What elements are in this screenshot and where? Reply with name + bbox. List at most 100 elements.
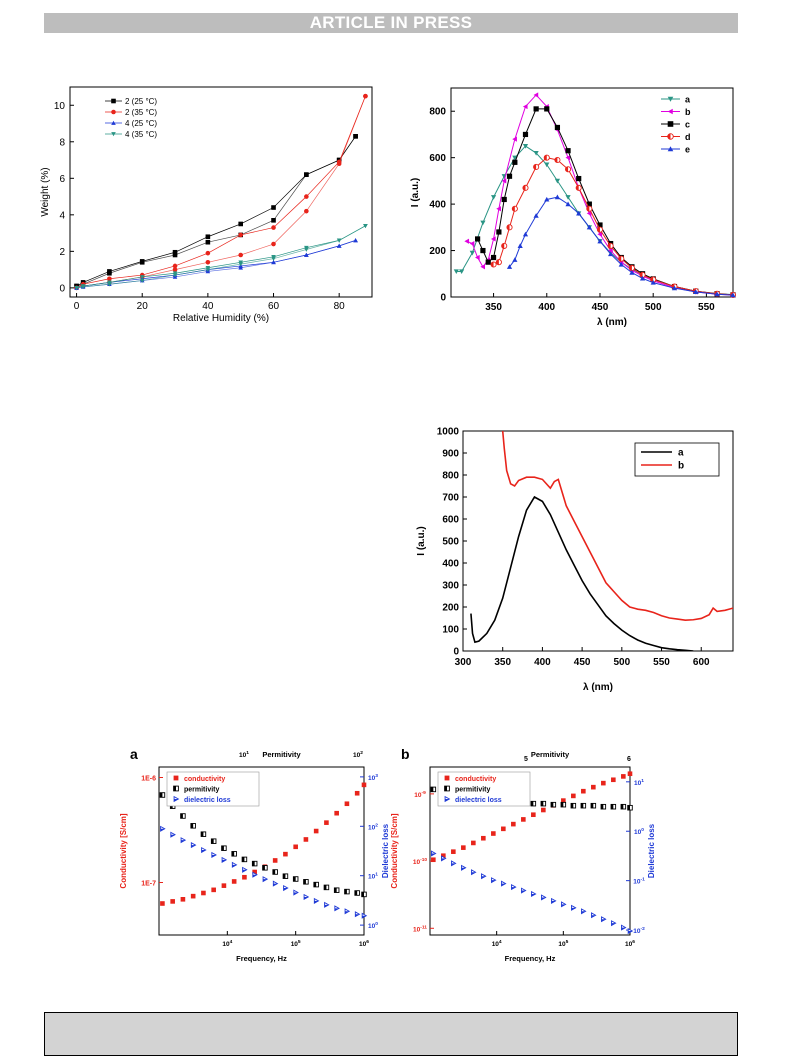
- chart4-point: [334, 905, 340, 912]
- chart5-xtick-label: 106: [625, 939, 635, 948]
- chart2-point: [522, 131, 529, 138]
- chart1-point: [205, 239, 211, 245]
- chart5-point: [511, 821, 516, 827]
- chart2-point: [544, 196, 550, 202]
- chart4-point: [262, 865, 268, 871]
- chart4-point: [201, 890, 206, 896]
- chart4-point: [361, 891, 367, 898]
- chart2-point: [501, 242, 508, 249]
- chart4-point: [303, 893, 310, 901]
- chart2-point: [480, 247, 486, 254]
- chart1-point: [238, 262, 243, 267]
- chart2-xlabel: λ (nm): [597, 317, 627, 328]
- chart5-top-tick: 5: [524, 756, 528, 763]
- chart1-legend-label: 2 (25 °C): [125, 97, 157, 106]
- chart3-xtick-label: 350: [494, 657, 511, 668]
- chart2-point: [597, 238, 603, 244]
- chart1-point: [172, 267, 178, 272]
- chart4-point: [344, 908, 351, 915]
- chart5-point: [531, 890, 537, 898]
- chart2-point: [533, 106, 539, 112]
- chart1-xlabel: Relative Humidity (%): [173, 313, 269, 324]
- chart5-point: [571, 793, 576, 799]
- chart2-point: [496, 206, 501, 212]
- chart1-point: [363, 93, 368, 99]
- chart1-series-3: [74, 223, 368, 291]
- chart2-point: [544, 106, 550, 112]
- chart1-point: [107, 276, 112, 282]
- chart4-top-tick: 102: [353, 750, 363, 759]
- chart2-series-d: [490, 154, 737, 298]
- chart2-point: [485, 259, 491, 265]
- chart1-line-desorption: [76, 225, 366, 289]
- chart2-series-c: [475, 106, 736, 298]
- chart2-line: [466, 94, 734, 296]
- chart5-point: [581, 908, 587, 915]
- chart1-point: [139, 275, 145, 280]
- chart5-point: [481, 873, 487, 880]
- chart1-ytick-label: 4: [59, 210, 65, 221]
- chart1-point: [238, 252, 243, 258]
- chart2-point: [730, 292, 736, 298]
- chart4-point: [159, 792, 166, 798]
- chart5-point: [541, 894, 547, 901]
- chart1-point: [172, 249, 178, 255]
- chart5-point: [491, 831, 496, 836]
- chart2-point: [512, 155, 518, 161]
- chart2-point: [586, 210, 592, 216]
- chart2-xtick-label: 350: [485, 302, 502, 313]
- chart2-line: [493, 157, 734, 296]
- chart5-point: [570, 802, 577, 809]
- chart5-frame: [429, 766, 631, 936]
- chart3-xlabel: λ (nm): [583, 682, 613, 693]
- chart4-point: [361, 782, 367, 788]
- chart4-point: [211, 887, 216, 893]
- chart5-legend-label: permitivity: [455, 786, 491, 793]
- chart2-legend-label: e: [685, 145, 690, 155]
- chart5-point: [560, 801, 567, 808]
- chart5-ylabel-right: Dielectric loss: [647, 823, 656, 878]
- chart2-point: [533, 213, 539, 218]
- chart3-ytick-label: 1000: [437, 427, 460, 438]
- chart4-point: [252, 869, 257, 875]
- chart1-point: [238, 232, 243, 238]
- chart5-point: [451, 860, 457, 867]
- chart1-point: [205, 267, 211, 272]
- chart2-point: [565, 201, 571, 207]
- chart4-point: [333, 887, 340, 893]
- chart2-point: [607, 242, 614, 249]
- chart4-point: [324, 820, 329, 825]
- chart5-legend-marker: [444, 795, 451, 803]
- chart5-xtick-label: 105: [558, 939, 568, 948]
- chart1-point: [139, 278, 145, 283]
- chart4-ltick-label: 1E-6: [141, 776, 156, 783]
- chart4-xlabel: Frequency, Hz: [236, 954, 287, 963]
- chart1-point: [80, 285, 86, 290]
- chart1-point: [205, 250, 211, 256]
- chart1-point: [172, 263, 178, 269]
- chart4-point: [293, 889, 299, 896]
- chart4-point: [344, 888, 350, 895]
- chart2-point: [475, 254, 480, 261]
- footer-box: [44, 1012, 738, 1056]
- chart5-point: [471, 840, 476, 846]
- chart5-point: [481, 835, 486, 841]
- chart5-legend-label: dielectric loss: [455, 797, 502, 804]
- chart2-point: [453, 269, 459, 275]
- chart1-point: [304, 247, 309, 252]
- chart2-point: [490, 195, 497, 200]
- chart2-point: [522, 143, 529, 149]
- chart2-point: [650, 280, 656, 285]
- chart2-point: [469, 250, 475, 256]
- chart5-legend-marker: [444, 775, 450, 781]
- chart2-point: [575, 184, 582, 191]
- chart2-ylabel: I (a.u.): [410, 178, 421, 207]
- chart2-point: [586, 224, 592, 230]
- chart1-point: [336, 238, 342, 243]
- chart4-series-1: [159, 792, 367, 898]
- chart2-point: [501, 178, 507, 184]
- chart5-point: [601, 916, 607, 923]
- chart2-point: [480, 220, 486, 226]
- chart1-point: [139, 260, 145, 265]
- chart3-ytick-label: 900: [442, 449, 459, 460]
